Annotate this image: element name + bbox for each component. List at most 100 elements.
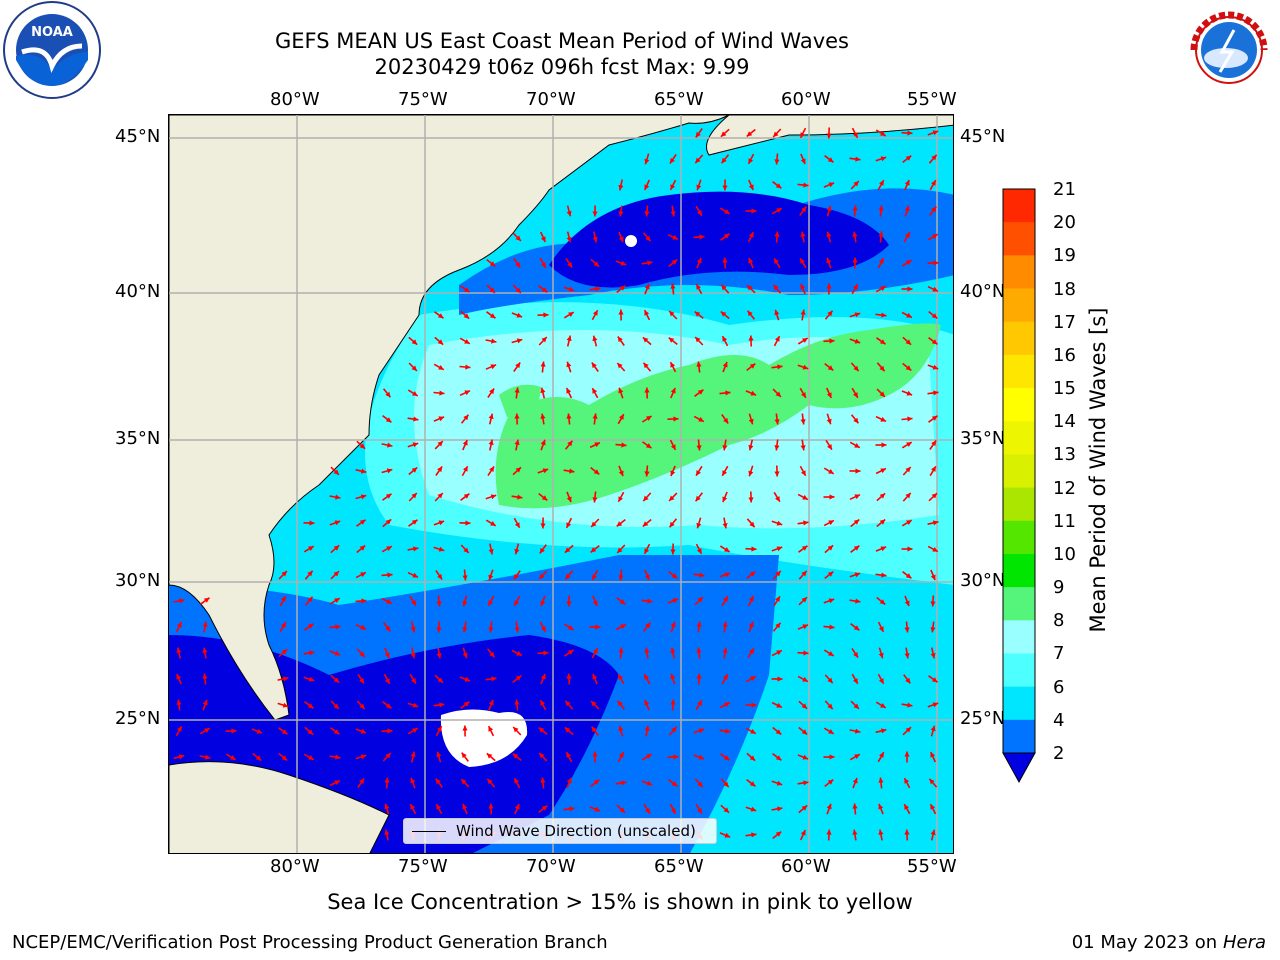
colorbar-tick-label: 15 — [1053, 378, 1076, 400]
wave-direction-arrowhead — [490, 521, 496, 526]
wave-direction-arrowhead — [722, 257, 728, 263]
wave-direction-arrowhead — [852, 777, 858, 784]
wave-direction-arrowhead — [437, 313, 444, 319]
wave-direction-arrowhead — [592, 574, 598, 580]
wave-direction-arrowhead — [931, 415, 938, 421]
wave-direction-arrowhead — [387, 572, 393, 578]
wave-direction-arrowhead — [280, 596, 286, 602]
wave-direction-arrowhead — [669, 521, 675, 528]
wave-direction-arrowhead — [775, 729, 782, 735]
wave-direction-arrowhead — [930, 601, 936, 607]
wave-direction-arrowhead — [564, 727, 571, 733]
wave-direction-arrowhead — [748, 418, 754, 425]
wave-direction-arrowhead — [801, 470, 806, 476]
wave-direction-arrowhead — [748, 470, 754, 477]
wave-direction-arrowhead — [646, 754, 652, 759]
noaa-logo-text: NOAA — [31, 25, 73, 40]
wave-direction-arrowhead — [566, 673, 572, 679]
wave-direction-arrowhead — [541, 626, 546, 632]
wave-direction-arrowhead — [852, 205, 858, 211]
wave-direction-arrowhead — [461, 752, 467, 759]
wave-direction-arrowhead — [747, 310, 753, 317]
wave-direction-arrowhead — [696, 284, 701, 290]
wave-direction-arrowhead — [618, 575, 624, 581]
wave-direction-arrowhead — [696, 184, 702, 191]
wave-direction-arrowhead — [618, 674, 623, 680]
wave-direction-arrowhead — [385, 391, 391, 398]
wave-direction-arrowhead — [932, 702, 939, 708]
footnote-text: Sea Ice Concentration > 15% is shown in … — [327, 890, 913, 914]
wave-direction-arrowhead — [543, 312, 549, 318]
wave-direction-arrowhead — [359, 703, 365, 709]
wave-direction-arrowhead — [933, 390, 939, 396]
wave-direction-arrowhead — [725, 390, 731, 396]
wave-direction-arrowhead — [777, 806, 783, 812]
wave-direction-arrowhead — [829, 624, 835, 630]
wave-direction-arrowhead — [775, 570, 781, 577]
wave-direction-arrowhead — [514, 548, 520, 555]
wave-direction-arrowhead — [178, 754, 185, 760]
credit-date: 01 May 2023 on — [1071, 932, 1218, 953]
wave-direction-arrowhead — [592, 211, 598, 217]
wave-direction-arrowhead — [620, 260, 627, 266]
wave-direction-arrowhead — [749, 363, 756, 369]
wave-direction-arrowhead — [776, 702, 782, 708]
wave-direction-arrowhead — [489, 313, 496, 319]
wave-direction-arrowhead — [931, 180, 936, 186]
wave-direction-arrowhead — [853, 417, 859, 424]
wave-direction-arrowhead — [800, 132, 806, 138]
wave-direction-arrowhead — [853, 392, 858, 398]
colorbar-block — [1003, 255, 1035, 290]
colorbar-label: Mean Period of Wind Waves [s] — [1086, 307, 1110, 633]
wave-direction-arrowhead — [774, 159, 780, 165]
wave-direction-arrowhead — [541, 287, 548, 293]
wave-direction-arrowhead — [904, 751, 910, 757]
wave-direction-arrowhead — [617, 336, 623, 343]
wave-direction-arrowhead — [230, 755, 236, 760]
wave-direction-arrowhead — [463, 701, 470, 707]
wave-direction-arrowhead — [746, 131, 753, 137]
wave-direction-arrowhead — [281, 571, 287, 577]
wave-direction-arrowhead — [569, 468, 575, 474]
wave-direction-arrowhead — [540, 700, 546, 706]
wave-direction-arrowhead — [749, 571, 756, 577]
wave-direction-arrowhead — [774, 258, 779, 264]
wave-direction-arrowhead — [670, 673, 676, 680]
wave-direction-arrowhead — [669, 495, 675, 501]
wave-direction-arrowhead — [722, 470, 727, 476]
wave-direction-arrowhead — [879, 365, 885, 372]
wave-direction-arrowhead — [800, 158, 806, 165]
wave-direction-arrowhead — [231, 728, 237, 734]
wave-direction-arrowhead — [670, 444, 676, 450]
wave-direction-arrowhead — [853, 703, 859, 709]
wave-direction-arrowhead — [308, 755, 314, 760]
wave-direction-arrowhead — [878, 803, 884, 810]
wave-direction-arrowhead — [775, 622, 781, 629]
wave-direction-arrowhead — [307, 570, 313, 577]
wave-direction-arrowhead — [776, 546, 783, 552]
wave-direction-arrowhead — [852, 803, 858, 809]
wave-direction-arrowhead — [543, 650, 549, 656]
colorbar-tick-label: 8 — [1053, 610, 1065, 632]
wave-direction-arrowhead — [437, 493, 443, 499]
wave-direction-arrowhead — [724, 702, 730, 708]
wave-direction-arrowhead — [385, 493, 392, 499]
wave-direction-arrowhead — [670, 470, 676, 477]
wave-direction-arrowhead — [829, 754, 835, 760]
colorbar-block — [1003, 288, 1035, 323]
wave-direction-arrowhead — [592, 751, 598, 757]
wave-direction-arrowhead — [385, 703, 392, 709]
wave-direction-arrowhead — [591, 701, 597, 707]
wave-direction-arrowhead — [618, 725, 624, 732]
wave-direction-arrowhead — [668, 337, 675, 343]
wave-direction-arrowhead — [931, 466, 936, 472]
wave-direction-arrowhead — [930, 752, 936, 758]
wave-direction-arrowhead — [776, 650, 782, 656]
wave-direction-arrowhead — [932, 286, 938, 292]
wave-direction-arrowhead — [644, 574, 650, 581]
wave-direction-arrowhead — [436, 627, 442, 633]
wave-direction-arrowhead — [801, 392, 806, 398]
wave-direction-arrowhead — [878, 231, 884, 237]
wave-direction-arrowhead — [538, 727, 545, 733]
wave-direction-arrowhead — [359, 519, 366, 525]
